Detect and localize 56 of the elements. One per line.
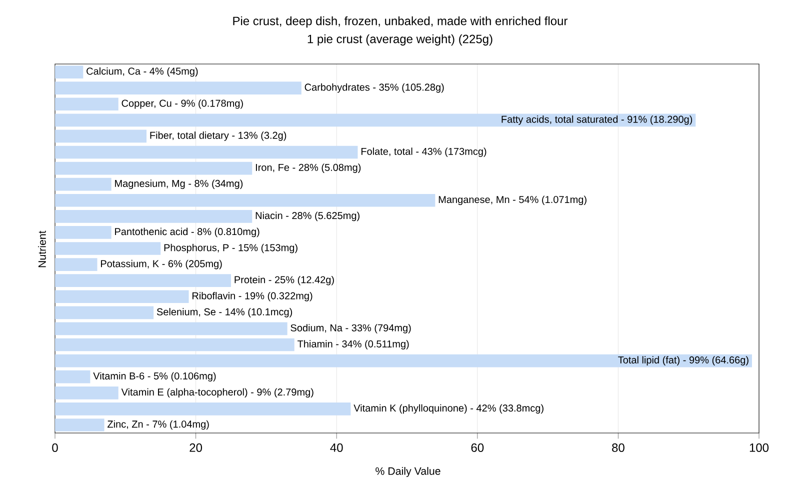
annotation: Carbohydrates - 35% (105.28g) bbox=[304, 83, 444, 93]
bar bbox=[55, 290, 189, 304]
annotation: Thiamin - 34% (0.511mg) bbox=[298, 340, 409, 350]
annotation: Pantothenic acid - 8% (0.810mg) bbox=[115, 228, 260, 238]
annotation: Calcium, Ca - 4% (45mg) bbox=[86, 67, 198, 77]
annotation: Vitamin B-6 - 5% (0.106mg) bbox=[93, 372, 216, 382]
bar bbox=[55, 210, 252, 223]
bar bbox=[55, 258, 98, 271]
bar bbox=[55, 322, 288, 336]
annotation: Vitamin K (phylloquinone) - 42% (33.8mcg) bbox=[354, 404, 544, 414]
bar bbox=[55, 226, 112, 239]
annotation: Niacin - 28% (5.625mg) bbox=[256, 212, 360, 222]
annotation: Zinc, Zn - 7% (1.04mg) bbox=[108, 420, 209, 430]
chart-title: Pie crust, deep dish, frozen, unbaked, made with enriched flour bbox=[233, 16, 568, 28]
bar bbox=[55, 338, 294, 352]
annotation: Fiber, total dietary - 13% (3.2g) bbox=[150, 132, 286, 141]
bar bbox=[55, 162, 252, 175]
annotation: Total lipid (fat) - 99% (64.66g) bbox=[618, 356, 748, 366]
bar bbox=[55, 370, 90, 384]
annotation: Phosphorus, P - 15% (153mg) bbox=[164, 244, 298, 254]
bar bbox=[55, 242, 161, 255]
x-tick-label: 80 bbox=[612, 443, 624, 452]
annotation: Copper, Cu - 9% (0.178mg) bbox=[122, 99, 243, 109]
x-tick-label: 20 bbox=[190, 443, 202, 452]
y-axis-title: Nutrient bbox=[38, 230, 46, 268]
bar bbox=[55, 66, 84, 78]
bar bbox=[55, 354, 752, 368]
annotation: Riboflavin - 19% (0.322mg) bbox=[192, 292, 312, 302]
bar bbox=[55, 146, 358, 159]
annotation: Manganese, Mn - 54% (1.071mg) bbox=[438, 196, 586, 206]
bar bbox=[55, 306, 154, 320]
bar bbox=[55, 386, 118, 400]
x-tick-label: 0 bbox=[52, 443, 58, 452]
annotation: Selenium, Se - 14% (10.1mcg) bbox=[156, 308, 292, 318]
x-tick-label: 60 bbox=[471, 443, 484, 452]
annotation: Potassium, K - 6% (205mg) bbox=[100, 260, 222, 270]
bar bbox=[55, 178, 112, 191]
bar bbox=[55, 418, 104, 432]
x-axis-title: % Daily Value bbox=[376, 467, 440, 477]
x-tick-label: 100 bbox=[750, 443, 769, 452]
annotation: Fatty acids, total saturated - 91% (18.290g) bbox=[502, 116, 692, 125]
chart-subtitle: 1 pie crust (average weight) (225g) bbox=[308, 34, 492, 46]
annotation: Protein - 25% (12.42g) bbox=[234, 276, 334, 286]
annotation: Vitamin E (alpha-tocopherol) - 9% (2.79mg) bbox=[121, 388, 314, 398]
bar bbox=[55, 194, 436, 207]
bar bbox=[55, 98, 118, 111]
annotation: Magnesium, Mg - 8% (34mg) bbox=[115, 180, 243, 189]
annotation: Folate, total - 43% (173mcg) bbox=[361, 148, 486, 157]
bar bbox=[55, 114, 696, 127]
bar bbox=[55, 130, 147, 143]
x-tick-label: 40 bbox=[330, 443, 343, 452]
bar bbox=[55, 82, 302, 94]
bar bbox=[55, 274, 232, 288]
annotation: Sodium, Na - 33% (794mg) bbox=[290, 324, 411, 334]
annotation: Iron, Fe - 28% (5.08mg) bbox=[256, 164, 361, 173]
bar bbox=[55, 402, 351, 416]
